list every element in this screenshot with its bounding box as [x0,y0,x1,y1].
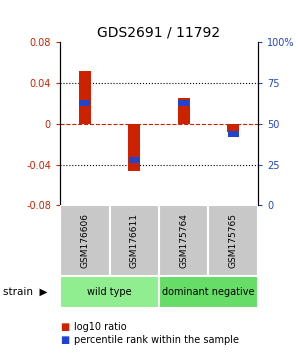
Text: GSM175765: GSM175765 [229,213,238,268]
Bar [60,276,159,308]
Bar [159,205,208,276]
Text: percentile rank within the sample: percentile rank within the sample [74,335,238,345]
Text: ■: ■ [60,322,69,332]
Bar [60,205,110,276]
Title: GDS2691 / 11792: GDS2691 / 11792 [98,26,220,40]
Bar [178,98,190,124]
Text: strain  ▶: strain ▶ [3,287,47,297]
Bar [159,276,258,308]
Text: log10 ratio: log10 ratio [74,322,126,332]
Bar [227,124,239,132]
Text: wild type: wild type [87,287,132,297]
Text: dominant negative: dominant negative [162,287,255,297]
Bar [228,131,239,137]
Bar [178,100,189,106]
Bar [129,157,140,163]
Bar [110,205,159,276]
Text: GSM176606: GSM176606 [80,213,89,268]
Text: GSM176611: GSM176611 [130,213,139,268]
Bar [208,205,258,276]
Bar [79,71,91,124]
Bar [128,124,140,171]
Text: GSM175764: GSM175764 [179,213,188,268]
Bar [79,100,90,106]
Text: ■: ■ [60,335,69,345]
